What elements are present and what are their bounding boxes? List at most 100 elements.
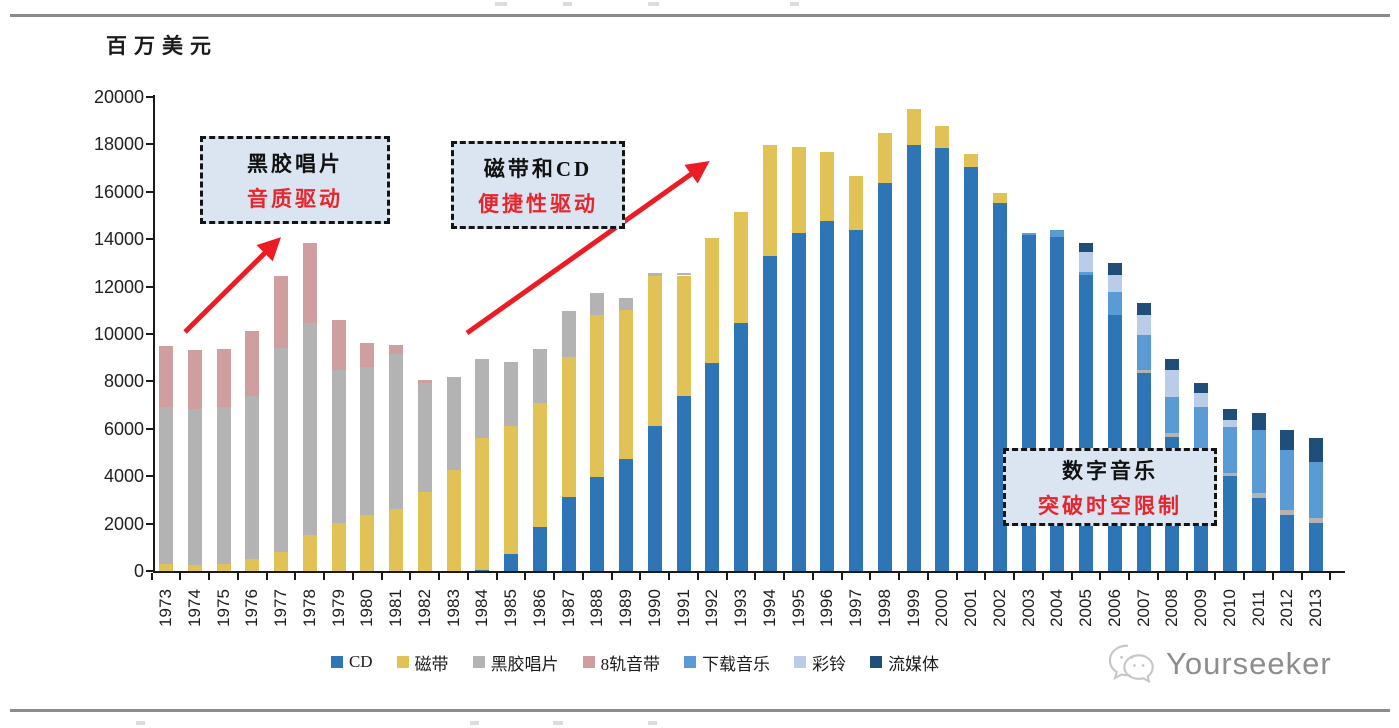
legend-item: 8轨音带 — [582, 650, 661, 675]
x-year-label: 1976 — [242, 589, 262, 627]
bar-segment — [1050, 230, 1065, 237]
watermark: Yourseeker — [1106, 639, 1332, 689]
bar-segment — [1194, 383, 1208, 394]
bar-segment — [1251, 498, 1266, 571]
x-axis-tick — [811, 573, 814, 580]
chart-legend: CD 磁带 黑胶唱片 8轨音带 下载音乐 彩铃 流媒体 — [155, 650, 1115, 675]
bar-segment — [1165, 370, 1180, 397]
x-year-label: 1978 — [299, 589, 319, 627]
x-axis-tick — [1271, 573, 1274, 580]
x-year-label: 1994 — [759, 589, 779, 627]
x-axis-tick — [1156, 573, 1159, 580]
bar-segment — [159, 345, 173, 407]
x-year-label: 2010 — [1219, 589, 1239, 627]
annotation-box-cassette-cd: 磁带和CD 便捷性驱动 — [451, 141, 625, 229]
bar-segment — [561, 311, 576, 357]
bar-segment — [734, 323, 748, 571]
bar-segment — [676, 395, 691, 571]
bar-segment — [245, 395, 260, 560]
x-year-label: 2003 — [1018, 589, 1038, 627]
bar-segment — [360, 515, 375, 571]
bar-segment — [187, 565, 202, 571]
x-year-label: 1981 — [386, 589, 405, 627]
bar-segment — [877, 133, 892, 183]
annotation-subtitle: 音质驱动 — [247, 186, 343, 211]
watermark-text: Yourseeker — [1166, 646, 1332, 681]
bar-segment — [849, 175, 863, 230]
x-axis-tick — [409, 573, 412, 580]
legend-label: 下载音乐 — [702, 654, 771, 674]
annotation-subtitle: 便捷性驱动 — [478, 191, 598, 216]
bar-segment — [159, 407, 173, 564]
bar-segment — [619, 310, 633, 459]
bar-segment — [331, 370, 346, 523]
x-year-label: 1991 — [673, 589, 693, 627]
x-year-label: 1989 — [616, 589, 635, 627]
bar-segment — [360, 366, 375, 515]
x-axis-tick — [265, 573, 268, 580]
bar-segment — [159, 563, 173, 571]
bar-segment — [389, 344, 403, 354]
x-axis-tick — [1243, 573, 1246, 580]
bar-segment — [1165, 433, 1180, 438]
x-axis-tick — [323, 573, 326, 580]
x-year-label: 1988 — [587, 589, 607, 627]
bar-segment — [906, 144, 921, 571]
x-year-label: 1992 — [702, 589, 722, 627]
bar-segment — [1280, 515, 1295, 571]
bar-segment — [274, 552, 288, 571]
bar-segment — [676, 273, 691, 276]
annotation-title: 黑胶唱片 — [247, 151, 343, 176]
bar-segment — [1079, 252, 1093, 272]
bar-segment — [1280, 430, 1295, 450]
x-axis-tick — [725, 573, 728, 580]
bar-segment — [446, 376, 461, 470]
x-year-label: 2012 — [1277, 589, 1297, 627]
x-year-label: 2011 — [1248, 589, 1268, 627]
x-axis-tick — [1214, 573, 1217, 580]
bar-segment — [1021, 232, 1036, 236]
x-year-label: 1990 — [644, 589, 664, 627]
annotation-subtitle: 突破时空限制 — [1038, 493, 1182, 518]
x-axis-tick — [466, 573, 469, 580]
x-axis-tick — [696, 573, 699, 580]
bar-segment — [561, 497, 576, 571]
x-axis-tick — [150, 573, 153, 580]
bar-segment — [647, 275, 662, 426]
x-axis-tick — [524, 573, 527, 580]
x-year-label: 2008 — [1162, 589, 1182, 627]
bar-segment — [245, 559, 260, 571]
legend-label: 8轨音带 — [600, 654, 661, 674]
bar-segment — [274, 275, 288, 348]
bar-segment — [1136, 315, 1151, 335]
annotation-title: 数字音乐 — [1062, 458, 1158, 483]
cropped-text-fragment — [136, 721, 145, 725]
y-axis-unit-label: 百万美元 — [106, 34, 218, 58]
bar-segment — [619, 298, 633, 311]
x-axis-tick — [1300, 573, 1303, 580]
bar-segment — [1280, 449, 1295, 511]
bar-segment — [302, 323, 317, 535]
bar-segment — [331, 522, 346, 571]
x-axis-tick — [926, 573, 929, 580]
legend-item: 黑胶唱片 — [472, 650, 559, 675]
bar-segment — [1309, 462, 1323, 518]
bar-segment — [1079, 243, 1093, 252]
bar-segment — [1222, 427, 1237, 473]
x-axis-tick — [553, 573, 556, 580]
cropped-text-fragment — [648, 721, 657, 725]
bar-segment — [532, 526, 547, 571]
bar-segment — [389, 508, 403, 571]
y-axis-tick — [146, 522, 153, 525]
legend-swatch — [330, 656, 343, 668]
bar-segment — [590, 315, 605, 477]
bottom-rule — [10, 709, 1390, 712]
legend-label: CD — [348, 652, 373, 671]
y-tick-label: 0 — [133, 561, 144, 581]
x-year-label: 2013 — [1306, 589, 1325, 627]
y-tick-label: 8000 — [103, 371, 144, 392]
bar-segment — [791, 147, 806, 233]
x-axis-tick — [1013, 573, 1016, 580]
x-year-label: 1993 — [731, 589, 750, 627]
bar-segment — [1222, 420, 1237, 428]
